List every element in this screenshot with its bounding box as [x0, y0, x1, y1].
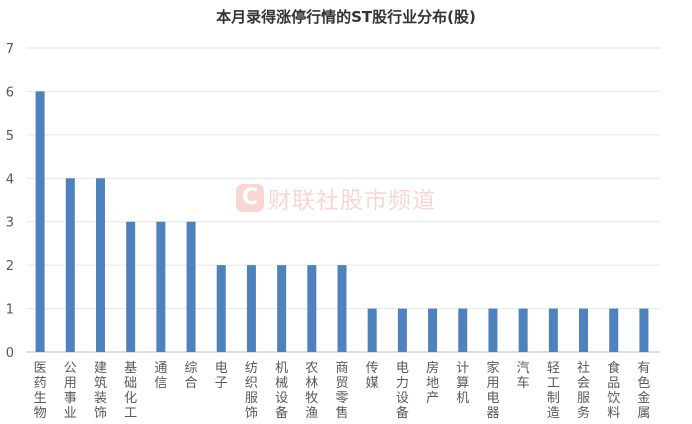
bar [246, 265, 256, 352]
bar [428, 308, 438, 352]
bar [609, 308, 619, 352]
y-tick-label: 5 [6, 129, 14, 144]
x-tick-label: 传媒 [366, 361, 379, 391]
bar [518, 308, 528, 352]
x-tick-label: 食品饮料 [607, 360, 620, 421]
chart-title: 本月录得涨停行情的ST股行业分布(股) [216, 8, 476, 26]
x-tick-label: 房地产 [426, 360, 439, 406]
x-tick-label: 电力设备 [396, 361, 409, 421]
y-tick-label: 1 [6, 303, 14, 318]
bar [548, 308, 558, 352]
bar [307, 265, 317, 352]
y-tick-label: 6 [6, 85, 14, 100]
bar [126, 221, 136, 352]
y-tick-label: 4 [6, 172, 14, 187]
y-tick-label: 7 [6, 42, 14, 57]
x-tick-label: 汽车 [517, 361, 530, 391]
x-tick-label: 有色金属 [637, 361, 650, 421]
y-tick-label: 2 [6, 259, 14, 274]
bar [35, 91, 45, 352]
bar [458, 308, 468, 352]
x-tick-label: 农林牧渔 [305, 361, 318, 421]
bar [186, 221, 196, 352]
bar [277, 265, 287, 352]
x-tick-label: 综合 [185, 361, 198, 391]
bar [65, 178, 75, 352]
bar [216, 265, 226, 352]
x-tick-label: 家用电器 [486, 360, 499, 421]
y-tick-label: 3 [6, 216, 14, 231]
bar [367, 308, 377, 352]
x-tick-label: 公用事业 [64, 361, 77, 421]
x-tick-label: 基础化工 [124, 361, 137, 421]
bar [156, 221, 166, 352]
bar [95, 178, 105, 352]
x-tick-label: 电子 [215, 361, 228, 391]
x-tick-label: 机械设备 [275, 361, 288, 421]
y-tick-label: 0 [6, 346, 14, 361]
y-axis-ticks: 0 1 2 3 4 5 6 7 [6, 42, 14, 361]
x-tick-label: 医药生物 [34, 361, 47, 421]
x-tick-label: 社会服务 [577, 360, 590, 421]
x-tick-label: 计算机 [456, 361, 469, 406]
bar [337, 265, 347, 352]
x-tick-label: 轻工制造 [547, 361, 560, 421]
x-tick-label: 纺织服饰 [245, 361, 258, 421]
x-tick-label: 建筑装饰 [94, 361, 107, 421]
bar [397, 308, 407, 352]
bar [639, 308, 649, 352]
x-tick-label: 通信 [154, 361, 167, 391]
bar [579, 308, 589, 352]
x-tick-label: 商贸零售 [335, 361, 348, 421]
bar [488, 308, 498, 352]
bars [35, 91, 649, 352]
